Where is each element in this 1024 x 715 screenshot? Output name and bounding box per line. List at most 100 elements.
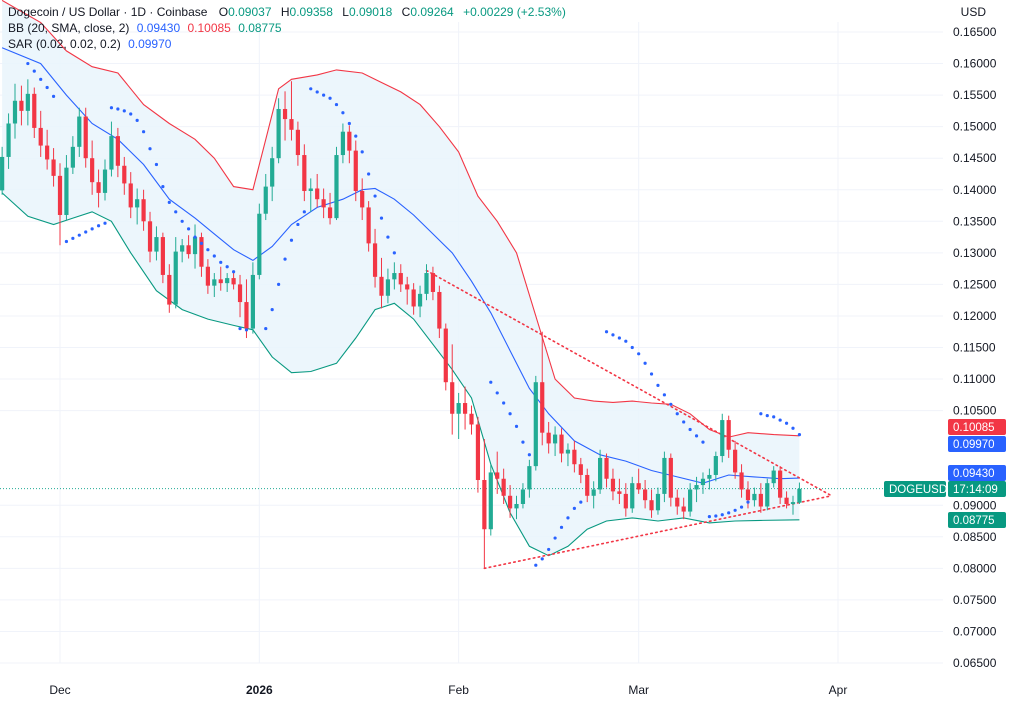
candle-body (102, 169, 108, 193)
candle-body (315, 188, 320, 200)
bollinger-lower-path (1, 192, 800, 557)
candle (57, 163, 63, 246)
candle-body (411, 289, 416, 307)
candle-body (443, 328, 448, 383)
sar-dot (161, 184, 165, 189)
sar-dot (84, 230, 88, 234)
sar-dot (244, 328, 249, 332)
price-tick-label: 0.12000 (953, 309, 997, 323)
candle-body (488, 472, 493, 530)
triangle-trendlines (425, 269, 833, 570)
candle-body (250, 274, 255, 329)
price-tick-label: 0.11500 (953, 341, 996, 355)
symbol-row: Dogecoin / US Dollar · 1D · Coinbase O0.… (8, 4, 566, 20)
candle-body (6, 123, 11, 157)
candle-body (308, 188, 313, 192)
symbol-title[interactable]: Dogecoin / US Dollar · 1D · Coinbase (8, 5, 208, 19)
candle-body (784, 497, 789, 504)
high-value: 0.09358 (289, 5, 333, 19)
candle-body (533, 382, 538, 467)
price-axis[interactable]: 0.16500 0.16000 0.15500 0.15000 0.14500 0.140… (953, 25, 997, 670)
candle-body (437, 291, 442, 329)
sar-dot (148, 147, 152, 151)
sar-dot (32, 69, 36, 73)
candle (540, 331, 545, 446)
sar-dot (643, 361, 647, 365)
candle-body (726, 420, 731, 450)
candle (321, 188, 326, 219)
candle-body (282, 108, 288, 120)
sar-dot (553, 536, 557, 540)
sar-dot (707, 515, 712, 519)
sar-dot (682, 420, 686, 424)
candle (668, 453, 673, 507)
candle-body (778, 470, 783, 498)
candle-body (192, 237, 198, 255)
candle-body (475, 424, 481, 481)
sar-dot (206, 248, 210, 252)
candle (276, 98, 281, 164)
candle-body (372, 243, 378, 277)
candle-body (38, 127, 43, 146)
candle (135, 188, 140, 225)
time-axis[interactable]: Dec 2026 Feb Mar Apr (49, 683, 847, 697)
sar-dot (579, 500, 583, 504)
candle (257, 203, 262, 280)
sar-dot (688, 427, 692, 432)
low-value: 0.09018 (348, 5, 393, 19)
sar-dot (508, 412, 512, 416)
candle (237, 274, 243, 318)
candle (102, 159, 108, 201)
candle-body (456, 403, 461, 414)
candle-body (520, 489, 526, 504)
candle (790, 495, 796, 515)
sar-dot (559, 525, 564, 529)
candle-body (167, 274, 172, 305)
candle (636, 468, 641, 494)
candle-body (540, 382, 545, 433)
candle (167, 264, 172, 313)
candle-body (83, 116, 88, 159)
candle (591, 481, 596, 509)
sar-dot (739, 505, 744, 509)
candle (462, 386, 468, 430)
candle (430, 266, 436, 301)
sar-dot (379, 216, 384, 220)
sar-dot (373, 194, 377, 198)
candle (327, 192, 333, 225)
sar-dot (347, 121, 351, 126)
sar-dot (302, 210, 306, 214)
candle-body (675, 497, 680, 507)
currency-label[interactable]: USD (960, 5, 986, 19)
sar-dot (129, 112, 133, 116)
price-tick-label: 0.14500 (953, 151, 997, 165)
candle (649, 489, 654, 518)
candle (379, 257, 384, 309)
sar-legend-label[interactable]: SAR (0.02, 0.02, 0.2) (8, 37, 121, 51)
candle (282, 91, 288, 141)
price-tick-label: 0.07500 (953, 593, 997, 607)
sar-dot (45, 85, 49, 90)
candle (122, 156, 127, 195)
candle-body (591, 489, 596, 496)
candle-body (366, 207, 371, 244)
candle (514, 495, 519, 520)
bb-legend-label[interactable]: BB (20, SMA, close, 2) (8, 21, 130, 35)
candle-body (745, 489, 751, 501)
symbol-badge: DOGEUSD (884, 481, 947, 497)
candle (0, 146, 5, 195)
candle-body (353, 150, 358, 192)
candle-body (424, 273, 429, 294)
candle (372, 228, 378, 288)
bb-basis-badge-bg (948, 465, 1006, 481)
candle (405, 276, 410, 305)
sar-dot (765, 414, 769, 418)
candle-body (617, 491, 622, 494)
candle (424, 264, 429, 301)
candle-body (507, 495, 513, 509)
candle-body (552, 434, 558, 444)
candle-body (70, 146, 75, 168)
candle-body (694, 485, 699, 490)
